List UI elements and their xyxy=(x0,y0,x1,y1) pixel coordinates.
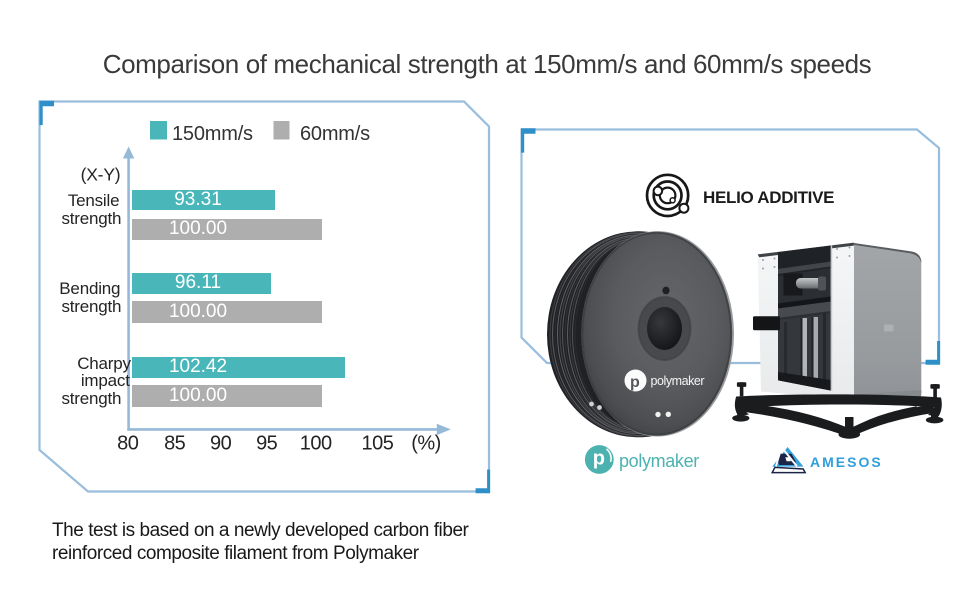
svg-text:p: p xyxy=(630,374,640,391)
svg-text:p: p xyxy=(593,448,605,470)
svg-text:polymaker: polymaker xyxy=(651,374,705,388)
